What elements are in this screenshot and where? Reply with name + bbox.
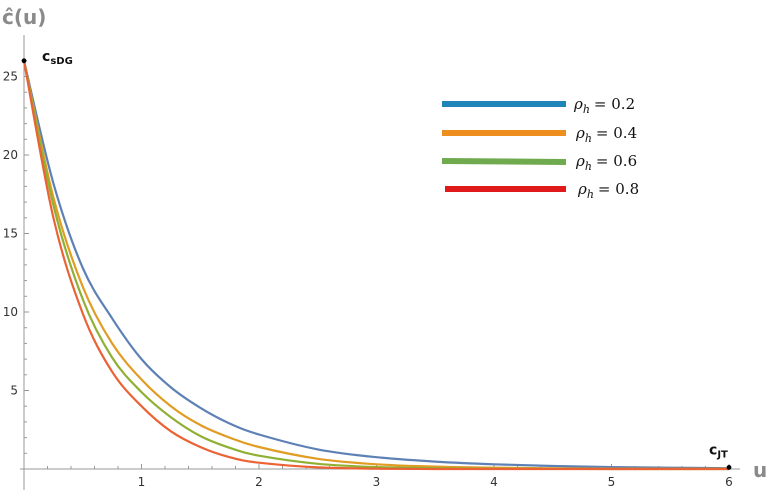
legend-label-1: ρh = 0.2 (573, 95, 635, 116)
series-line-1 (22, 60, 730, 470)
legend-swatch-3 (441, 158, 567, 165)
series-line-2 (22, 60, 730, 470)
legend-label-2: ρh = 0.4 (575, 124, 637, 145)
x-tick-label: 1 (138, 475, 146, 489)
y-tick-label: 15 (3, 227, 18, 241)
plot-curves (22, 60, 730, 471)
y-tick-label: 10 (3, 305, 18, 319)
legend-label-3: ρh = 0.6 (575, 152, 637, 173)
x-axis-title: u (753, 458, 767, 482)
x-tick-label: 4 (490, 475, 498, 489)
series-line-4 (22, 60, 729, 471)
y-axis-title: ĉ(u) (2, 5, 46, 29)
legend: ρh = 0.2 ρh = 0.4 ρh = 0.6 ρh = 0.8 (441, 95, 639, 201)
point-label-sDG: csDG (42, 49, 73, 67)
x-tick-label: 6 (725, 475, 733, 489)
x-ticks: 1 2 3 4 5 6 (47, 464, 733, 489)
x-tick-label: 2 (255, 475, 263, 489)
y-tick-label: 20 (3, 148, 18, 162)
point-label-JT: cJT (709, 442, 728, 460)
point-marker-sDG (21, 58, 27, 64)
legend-label-4: ρh = 0.8 (577, 180, 639, 201)
y-tick-label: 25 (3, 70, 18, 84)
x-tick-label: 5 (608, 475, 616, 489)
point-marker-JT (726, 465, 732, 470)
y-ticks: 5 10 15 20 25 (3, 60, 29, 454)
y-tick-label: 5 (10, 384, 18, 398)
series-line-3 (22, 60, 729, 471)
x-tick-label: 3 (373, 475, 381, 489)
